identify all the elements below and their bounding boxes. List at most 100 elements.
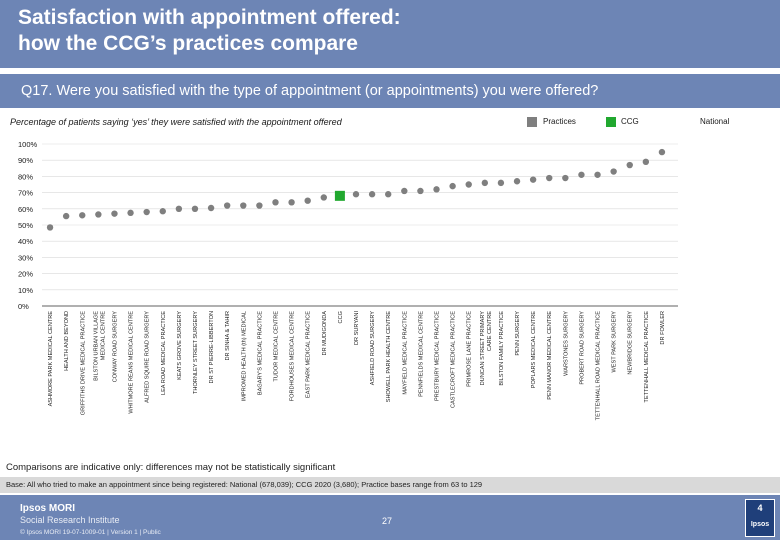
practice-point <box>320 194 327 201</box>
x-tick-label: TETTENHALL MEDICAL PRACTICE <box>644 311 650 403</box>
x-tick-label: WARSTONES SURGERY <box>563 311 569 376</box>
practice-point <box>658 148 666 156</box>
y-tick-label: 10% <box>18 286 33 295</box>
legend: Practices CCG National <box>0 115 780 129</box>
practice-point <box>401 187 408 195</box>
practice-point <box>417 187 424 195</box>
legend-swatch-ccg <box>606 117 616 127</box>
x-tick-label: TETTENHALL ROAD MEDICAL PRACTICE <box>596 311 602 421</box>
data-points <box>46 148 666 231</box>
practice-point <box>594 171 601 178</box>
x-tick-label: BILSTON FAMILY PRACTICE <box>499 311 505 386</box>
practice-point <box>481 179 489 187</box>
y-tick-label: 70% <box>18 189 33 198</box>
practice-point <box>352 191 360 198</box>
y-tick-label: 50% <box>18 221 33 230</box>
practice-point <box>95 211 102 218</box>
practice-point <box>240 202 247 209</box>
y-tick-label: 100% <box>18 140 38 149</box>
x-tick-label: PENN MANOR MEDICAL CENTRE <box>547 311 553 400</box>
practice-point <box>111 210 118 217</box>
x-tick-label: DR FOWLER <box>660 311 666 345</box>
y-tick-label: 40% <box>18 237 33 246</box>
y-tick-label: 0% <box>18 302 29 311</box>
x-tick-label: SHOWELL PARK HEALTH CENTRE <box>386 311 392 403</box>
legend-swatch-practices <box>527 117 537 127</box>
x-tick-label: PRESTBURY MEDICAL PRACTICE <box>435 311 441 401</box>
practice-point <box>546 174 553 182</box>
ipsos-logo: 4 Ipsos <box>745 499 775 537</box>
x-tick-label: CASTLECROFT MEDICAL PRACTICE <box>451 311 457 408</box>
x-tick-label: PRIMROSE LANE PRACTICE <box>467 311 473 387</box>
practice-point <box>529 176 537 183</box>
x-tick-label: CONWAY ROAD SURGERY <box>112 311 118 383</box>
x-tick-label: DR SURYANI <box>354 311 360 345</box>
x-tick-label: THORNLEY STREET SURGERY <box>193 311 199 394</box>
practice-point <box>578 171 585 178</box>
practice-point <box>610 168 617 175</box>
x-tick-label: NEWBRIDGE SURGERY <box>628 311 634 375</box>
practice-point <box>143 208 150 216</box>
y-tick-label: 80% <box>18 172 33 181</box>
practice-point <box>256 202 263 209</box>
x-tick-label: IMPROMED HEALTH (th) MEDICAL <box>241 311 247 401</box>
practice-point <box>304 197 311 204</box>
legend-label-ccg: CCG <box>621 117 639 126</box>
x-tick-label: EAST PARK MEDICAL PRACTICE <box>306 311 312 398</box>
practice-point <box>385 191 392 198</box>
x-tick-label: WEST PARK SURGERY <box>612 311 618 373</box>
x-tick-label: KEATS GROVE SURGERY <box>177 311 183 380</box>
practice-point <box>127 209 134 217</box>
x-axis: ASHMORE PARK MEDICAL CENTRE HEALTH AND BE… <box>48 311 666 421</box>
base-note: Base: All who tried to make an appointme… <box>6 480 483 489</box>
x-tick-label: WHITMORE REANS MEDICAL CENTRE <box>129 311 135 414</box>
page-number: 27 <box>382 516 393 526</box>
x-tick-label: ASHFIELD ROAD SURGERY <box>370 311 376 385</box>
x-tick-label: PENNFIELDS MEDICAL CENTRE <box>418 311 424 397</box>
practice-point <box>223 202 231 209</box>
x-tick-label: DR SINHA & TAHIR <box>225 311 231 361</box>
footer-brand: Ipsos MORI <box>20 503 76 514</box>
x-tick-label: PROBERT ROAD SURGERY <box>579 311 585 385</box>
x-tick-label: HEALTH AND BEYOND <box>64 311 70 371</box>
comparison-note: Comparisons are indicative only: differe… <box>6 462 336 473</box>
x-tick-label: POPLARS MEDICAL CENTRE <box>531 311 537 388</box>
logo-number: 4 <box>757 503 763 513</box>
y-axis: 100% 90% 80% 70% 60% 50% 40% 30% 20% 10% 0% <box>18 140 38 311</box>
practice-point <box>272 199 279 206</box>
x-tick-label: GRIFFITHS DRIVE MEDICAL PRACTICE <box>80 311 86 415</box>
practice-point <box>513 178 521 185</box>
practice-point <box>46 224 54 231</box>
practice-point <box>449 182 456 190</box>
practice-point <box>159 208 166 215</box>
title-banner: Satisfaction with appointment offered: h… <box>0 0 780 68</box>
x-tick-label: CCG <box>338 311 344 323</box>
slide-title: Satisfaction with appointment offered: h… <box>18 5 401 57</box>
x-tick-label: ALFRED SQUIRE ROAD SURGERY <box>145 311 151 403</box>
practice-point <box>562 174 569 182</box>
practice-point <box>79 212 86 219</box>
satisfaction-chart: 100% 90% 80% 70% 60% 50% 40% 30% 20% 10% 0% ASHMOR… <box>18 140 678 421</box>
legend-label-national: National <box>700 117 730 126</box>
x-tick-label: BILSTON URBAN VILLAGEMEDICAL CENTRE <box>93 311 106 381</box>
practice-point <box>175 205 183 212</box>
x-tick-label: DR MUDIGONDA <box>322 311 328 356</box>
practice-point <box>433 186 440 193</box>
title-line-1: Satisfaction with appointment offered: <box>18 6 401 29</box>
practice-point <box>497 179 505 187</box>
practice-point <box>62 212 70 220</box>
practice-point <box>465 181 472 188</box>
footer: Ipsos MORI Social Research Institute © I… <box>0 495 780 540</box>
x-tick-label: BAGARY'S MEDICAL PRACTICE <box>257 311 263 395</box>
gridlines <box>42 143 678 307</box>
x-tick-label: DUNCAN STREET PRIMARYCARE CENTRE <box>480 311 493 386</box>
footer-subbrand: Social Research Institute <box>20 515 120 525</box>
x-tick-label: TUDOR MEDICAL CENTRE <box>273 311 279 382</box>
x-tick-label: DR ST PIERRE-LIBBERTON <box>209 311 215 383</box>
y-tick-label: 60% <box>18 205 33 214</box>
practice-point <box>626 161 633 169</box>
legend-label-practices: Practices <box>543 117 576 126</box>
chart-subtitle: Percentage of patients saying ‘yes’ they… <box>10 117 342 127</box>
x-tick-label: PENN SURGERY <box>515 311 521 356</box>
question-text: Q17. Were you satisfied with the type of… <box>21 83 599 99</box>
